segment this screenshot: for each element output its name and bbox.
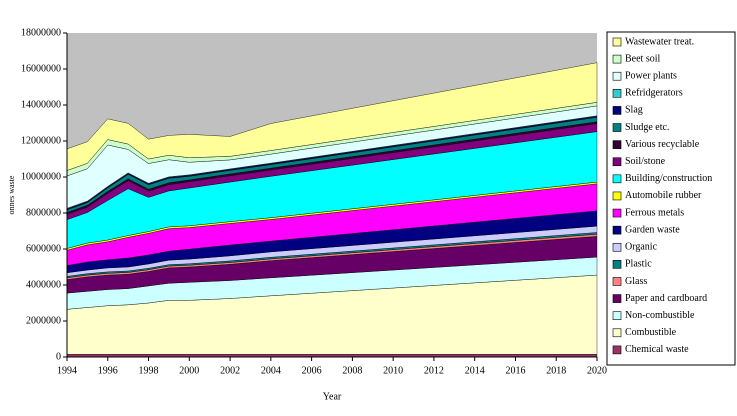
legend-swatch xyxy=(612,140,622,149)
legend-swatch xyxy=(612,242,622,252)
legend-label: Slag xyxy=(625,105,643,116)
legend-swatch xyxy=(612,123,622,132)
legend-swatch xyxy=(612,294,622,303)
legend-swatch xyxy=(612,37,622,47)
legend-label: Ferrous metals xyxy=(625,207,684,218)
x-tick-label: 2002 xyxy=(220,365,240,376)
legend-label: Paper and cardboard xyxy=(625,293,707,304)
x-tick-label: 2018 xyxy=(546,365,566,376)
legend-label: Combustible xyxy=(625,327,677,338)
y-tick-label: 10000000 xyxy=(21,171,61,182)
legend-label: Refridgerators xyxy=(625,88,683,99)
legend-label: Garden waste xyxy=(625,224,680,235)
x-tick-label: 2016 xyxy=(505,365,525,376)
legend-label: Non-combustible xyxy=(625,310,695,321)
y-tick-label: 12000000 xyxy=(21,135,61,146)
legend-swatch xyxy=(612,345,622,355)
legend-swatch xyxy=(612,157,622,167)
x-tick-label: 2012 xyxy=(424,365,444,376)
y-tick-label: 6000000 xyxy=(26,243,61,254)
x-tick-label: 2020 xyxy=(587,365,607,376)
legend-swatch xyxy=(612,89,622,98)
x-tick-label: 1994 xyxy=(57,365,77,376)
legend-swatch xyxy=(612,311,622,320)
legend-label: Wastewater treat. xyxy=(625,36,694,47)
legend-swatch xyxy=(612,54,622,64)
x-tick-label: 2006 xyxy=(302,365,322,376)
y-tick-label: 8000000 xyxy=(26,207,61,218)
legend-label: Glass xyxy=(625,276,647,287)
y-axis-label: onnes waste xyxy=(7,175,16,214)
area xyxy=(66,62,598,171)
y-tick-label: 14000000 xyxy=(21,99,61,110)
legend-label: Beet soil xyxy=(625,53,660,64)
x-tick-label: 2008 xyxy=(342,365,362,376)
legend-label: Various recyclable xyxy=(625,139,700,150)
y-tick-label: 2000000 xyxy=(26,315,61,326)
legend-label: Automobile rubber xyxy=(625,190,702,201)
legend-label: Organic xyxy=(625,242,658,253)
legend-label: Power plants xyxy=(625,71,677,82)
legend-swatch xyxy=(612,174,622,184)
legend-swatch xyxy=(612,191,622,201)
legend-label: Chemical waste xyxy=(625,344,689,355)
legend-swatch xyxy=(612,71,622,81)
x-axis-label: Year xyxy=(323,391,342,402)
y-tick-label: 4000000 xyxy=(26,279,61,290)
legend-swatch xyxy=(612,225,622,235)
x-tick-label: 1996 xyxy=(98,365,118,376)
x-tick-label: 2000 xyxy=(179,365,199,376)
legend-label: Sludge etc. xyxy=(625,122,669,133)
legend-label: Soil/stone xyxy=(625,156,666,167)
x-tick-label: 2004 xyxy=(261,365,281,376)
legend-label: Building/construction xyxy=(625,173,712,184)
legend-swatch xyxy=(612,208,622,218)
legend-swatch xyxy=(612,277,622,286)
legend-swatch xyxy=(612,328,622,338)
x-tick-label: 2014 xyxy=(465,365,485,376)
x-tick-label: 2010 xyxy=(383,365,403,376)
y-tick-label: 0 xyxy=(56,351,61,362)
legend-swatch xyxy=(612,106,622,115)
legend-label: Plastic xyxy=(625,259,652,270)
x-tick-label: 1998 xyxy=(139,365,159,376)
y-tick-label: 18000000 xyxy=(21,27,61,38)
y-tick-label: 16000000 xyxy=(21,63,61,74)
legend-swatch xyxy=(612,260,622,269)
legend xyxy=(606,31,736,366)
